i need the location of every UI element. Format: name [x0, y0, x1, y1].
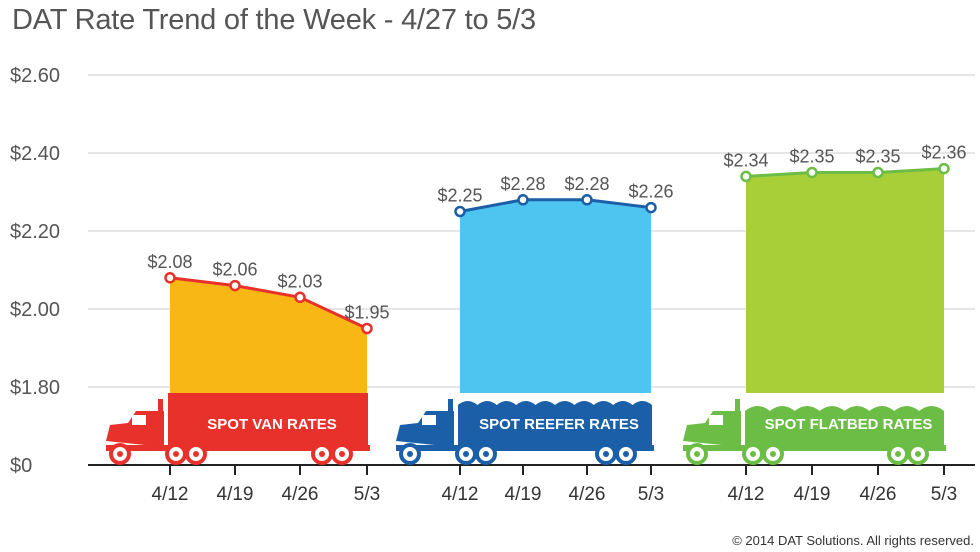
truck-window-icon: [132, 415, 146, 425]
truck-hub-icon: [483, 451, 489, 457]
y-tick-label: $0: [10, 455, 32, 477]
truck-cab-icon: [396, 411, 454, 447]
data-label: $1.95: [344, 303, 389, 323]
data-label: $2.08: [147, 252, 192, 272]
x-tick-label: 4/12: [152, 484, 189, 505]
data-point: [938, 162, 950, 175]
data-point: [806, 166, 818, 179]
truck-hub-icon: [117, 451, 123, 457]
truck-hub-icon: [173, 451, 179, 457]
x-tick-label: 4/26: [860, 484, 897, 505]
x-tick-label: 5/3: [354, 484, 380, 505]
data-point: [740, 170, 752, 183]
copyright-footer: © 2014 DAT Solutions. All rights reserve…: [732, 533, 974, 548]
data-label: $2.36: [921, 143, 966, 163]
truck-hub-icon: [603, 451, 609, 457]
y-tick-label: $2.40: [10, 143, 60, 165]
data-point: [872, 166, 884, 179]
series-line: [745, 167, 945, 178]
truck-hub-icon: [623, 451, 629, 457]
x-tick-label: 4/19: [217, 484, 254, 505]
series-area: [746, 168, 944, 393]
data-point: [454, 205, 466, 218]
y-tick-label: $2.20: [10, 221, 60, 243]
data-point: [517, 194, 529, 206]
truck-cab-icon: [683, 411, 741, 447]
data-point: [294, 291, 306, 304]
truck-trailer-icon: [745, 406, 944, 447]
x-tick-label: 4/19: [794, 484, 831, 505]
truck-hub-icon: [750, 451, 756, 457]
truck-exhaust-icon: [158, 399, 163, 441]
y-tick-label: $2.60: [10, 65, 60, 87]
data-point: [164, 272, 176, 284]
truck-exhaust-icon: [735, 399, 740, 441]
y-tick-label: $2.00: [10, 299, 60, 321]
x-tick-label: 4/12: [442, 484, 479, 505]
data-point: [645, 201, 657, 214]
truck-hub-icon: [694, 451, 700, 457]
y-tick-label: $1.80: [10, 377, 60, 399]
truck-hub-icon: [895, 451, 901, 457]
x-tick-label: 4/19: [505, 484, 542, 505]
data-point: [581, 194, 593, 206]
truck-hub-icon: [319, 451, 325, 457]
data-point: [361, 322, 373, 335]
data-label: $2.35: [855, 147, 900, 167]
truck-hub-icon: [407, 451, 413, 457]
truck-hub-icon: [770, 451, 776, 457]
truck-hub-icon: [339, 451, 345, 457]
truck-exhaust-icon: [448, 399, 453, 441]
data-label: $2.28: [500, 174, 545, 194]
data-label: $2.03: [277, 271, 322, 291]
truck-window-icon: [422, 415, 436, 425]
x-tick-label: 4/26: [282, 484, 319, 505]
truck-chassis-icon: [396, 445, 654, 451]
truck-chassis-icon: [106, 445, 370, 451]
x-tick-label: 5/3: [638, 484, 664, 505]
series-line: [169, 276, 368, 330]
truck-hub-icon: [463, 451, 469, 457]
x-tick-label: 4/26: [569, 484, 606, 505]
x-tick-label: 5/3: [931, 484, 957, 505]
data-label: $2.25: [437, 186, 482, 206]
truck-trailer-icon: [168, 393, 368, 447]
data-label: $2.06: [212, 260, 257, 280]
truck-chassis-icon: [683, 445, 946, 451]
truck-hub-icon: [915, 451, 921, 457]
truck-trailer-icon: [458, 401, 652, 447]
truck-cab-icon: [106, 411, 164, 447]
truck-label: SPOT FLATBED RATES: [765, 416, 933, 433]
truck-label: SPOT VAN RATES: [207, 416, 336, 433]
data-point: [229, 279, 241, 292]
truck-window-icon: [709, 415, 723, 425]
x-tick-label: 4/12: [728, 484, 765, 505]
data-label: $2.34: [723, 150, 768, 170]
series-line: [459, 198, 652, 213]
series-area: [460, 199, 651, 393]
data-label: $2.28: [564, 174, 609, 194]
data-label: $2.35: [789, 147, 834, 167]
truck-label: SPOT REEFER RATES: [479, 416, 639, 433]
truck-hub-icon: [193, 451, 199, 457]
chart-title: DAT Rate Trend of the Week - 4/27 to 5/3: [12, 4, 536, 36]
series-area: [170, 277, 367, 393]
data-label: $2.26: [628, 182, 673, 202]
